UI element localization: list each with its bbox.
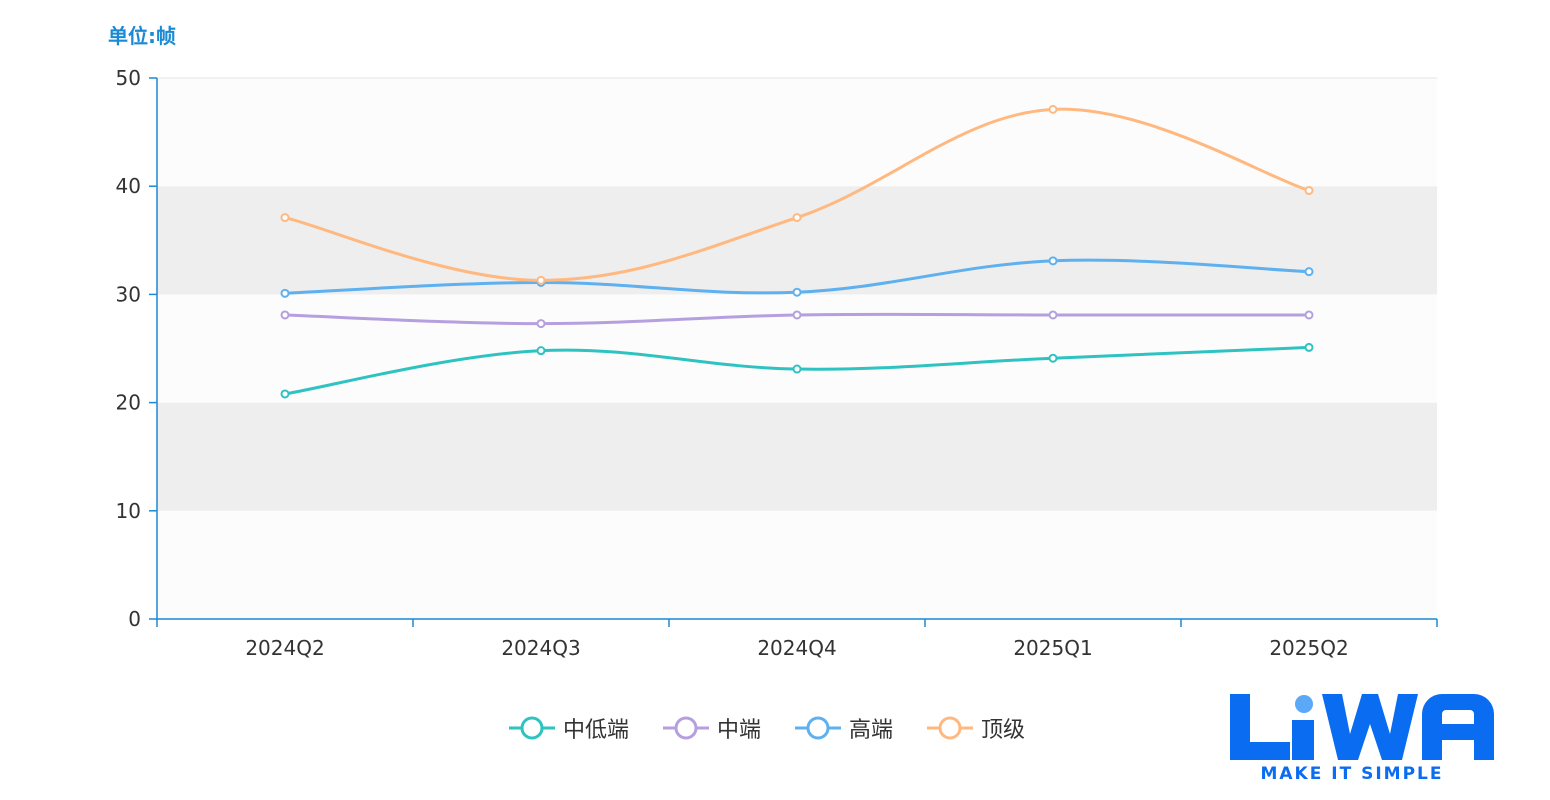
data-point [1048, 310, 1058, 320]
x-tick-label: 2024Q4 [757, 636, 836, 660]
liwa-logo-icon [1230, 694, 1494, 760]
grid-band [157, 510, 1437, 619]
data-point [1304, 342, 1314, 352]
data-point [536, 346, 546, 356]
axes [149, 77, 1438, 627]
brand-logo: MAKE IT SIMPLE [1226, 690, 1498, 790]
legend-swatch-icon [663, 716, 709, 740]
y-tick-label: 20 [116, 391, 141, 415]
legend-item[interactable]: 中低端 [507, 708, 629, 748]
data-point [280, 213, 290, 223]
grid-band [157, 402, 1437, 511]
x-tick-label: 2025Q2 [1269, 636, 1348, 660]
legend-item[interactable]: 高端 [793, 708, 893, 748]
series-points [280, 104, 1314, 399]
legend-label: 高端 [849, 718, 894, 743]
tick-labels: 0 10 20 30 40 50 2024Q2 2024Q3 2024Q4 2025Q1 2025Q… [116, 66, 1349, 660]
legend: 中低端 中端 高端 顶级 [0, 708, 1550, 748]
data-point [792, 310, 802, 320]
legend-label: 顶级 [981, 718, 1026, 743]
y-axis-unit-label: 单位:帧 [108, 24, 176, 48]
y-tick-label: 50 [116, 66, 141, 90]
data-point [1048, 104, 1058, 114]
data-point [280, 310, 290, 320]
legend-label: 中低端 [563, 718, 630, 743]
grid-bands [157, 77, 1437, 619]
data-point [1304, 310, 1314, 320]
data-point [1304, 186, 1314, 196]
y-tick-label: 30 [116, 282, 141, 306]
logo-tagline: MAKE IT SIMPLE [1260, 764, 1444, 784]
legend-swatch-icon [509, 716, 555, 740]
data-point [1304, 267, 1314, 277]
x-tick-label: 2024Q2 [245, 636, 324, 660]
legend-swatch-icon [795, 716, 841, 740]
data-point [536, 275, 546, 285]
x-tick-label: 2025Q1 [1013, 636, 1092, 660]
y-tick-label: 40 [116, 174, 141, 198]
data-point [280, 288, 290, 298]
y-tick-label: 0 [128, 607, 141, 631]
legend-item[interactable]: 中端 [661, 708, 761, 748]
data-point [1048, 256, 1058, 266]
data-point [280, 389, 290, 399]
data-point [792, 213, 802, 223]
legend-item[interactable]: 顶级 [925, 708, 1025, 748]
data-point [792, 287, 802, 297]
data-point [792, 364, 802, 374]
legend-swatch-icon [927, 716, 973, 740]
x-tick-label: 2024Q3 [501, 636, 580, 660]
data-point [536, 319, 546, 329]
legend-label: 中端 [717, 718, 762, 743]
data-point [1048, 353, 1058, 363]
grid-band [157, 186, 1437, 295]
y-tick-label: 10 [116, 499, 141, 523]
grid-band [157, 78, 1437, 187]
